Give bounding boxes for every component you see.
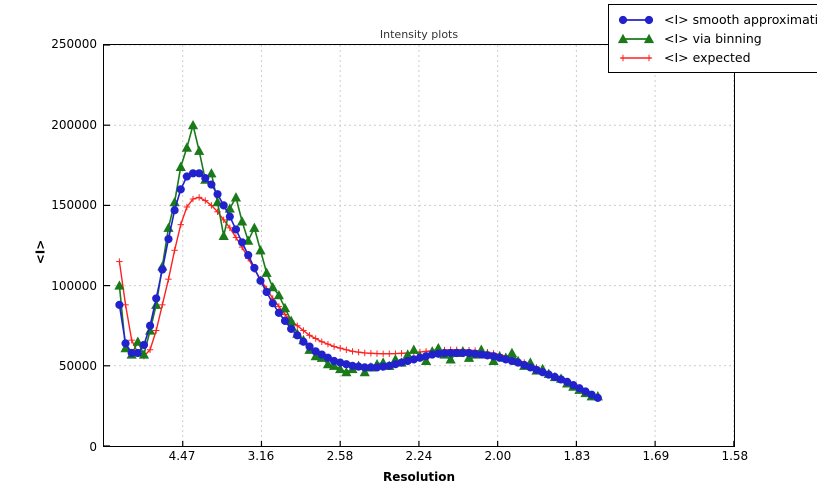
y-tick-label: 50000: [58, 359, 97, 374]
x-axis-tick-labels: 4.47 3.16 2.58 2.24 2.00 1.83 1.69 1.58: [103, 449, 749, 469]
y-tick-label: 150000: [51, 198, 97, 213]
legend-label: <I> smooth approximation: [664, 12, 817, 27]
legend-item[interactable]: <I> smooth approximation: [616, 10, 817, 29]
plot-canvas: [104, 44, 735, 447]
legend-label: <I> expected: [664, 50, 751, 65]
x-tick-label: 1.83: [563, 449, 591, 463]
x-tick-label: 2.24: [405, 449, 433, 463]
y-axis-tick-labels: 0 50000 100000 150000 200000 250000: [0, 37, 97, 454]
x-tick-label: 4.47: [168, 449, 196, 463]
axis-ticks: [104, 44, 735, 447]
x-tick-label: 1.69: [642, 449, 670, 463]
legend-item[interactable]: <I> expected: [616, 48, 817, 67]
gridlines: [104, 44, 735, 446]
x-tick-label: 2.00: [484, 449, 512, 463]
series-1: [114, 119, 603, 401]
legend-label: <I> via binning: [664, 31, 762, 46]
y-tick-label: 200000: [51, 117, 97, 132]
x-axis-title: Resolution: [382, 470, 456, 484]
plot-frame: [103, 44, 735, 447]
x-tick-label: 2.58: [326, 449, 354, 463]
y-tick-label: 0: [89, 440, 97, 454]
legend: <I> smooth approximation <I> via binning <…: [608, 4, 817, 73]
chart-title: Intensity plots: [379, 28, 459, 41]
plus-icon: [616, 50, 656, 66]
triangle-icon: [616, 31, 656, 47]
y-axis-title: <I>: [33, 239, 48, 265]
series-0: [115, 169, 602, 402]
x-tick-label: 3.16: [247, 449, 275, 463]
circle-icon: [616, 12, 656, 28]
y-tick-label: 250000: [51, 37, 97, 51]
x-tick-label: 1.58: [721, 449, 749, 463]
legend-item[interactable]: <I> via binning: [616, 29, 817, 48]
y-tick-label: 100000: [51, 278, 97, 293]
